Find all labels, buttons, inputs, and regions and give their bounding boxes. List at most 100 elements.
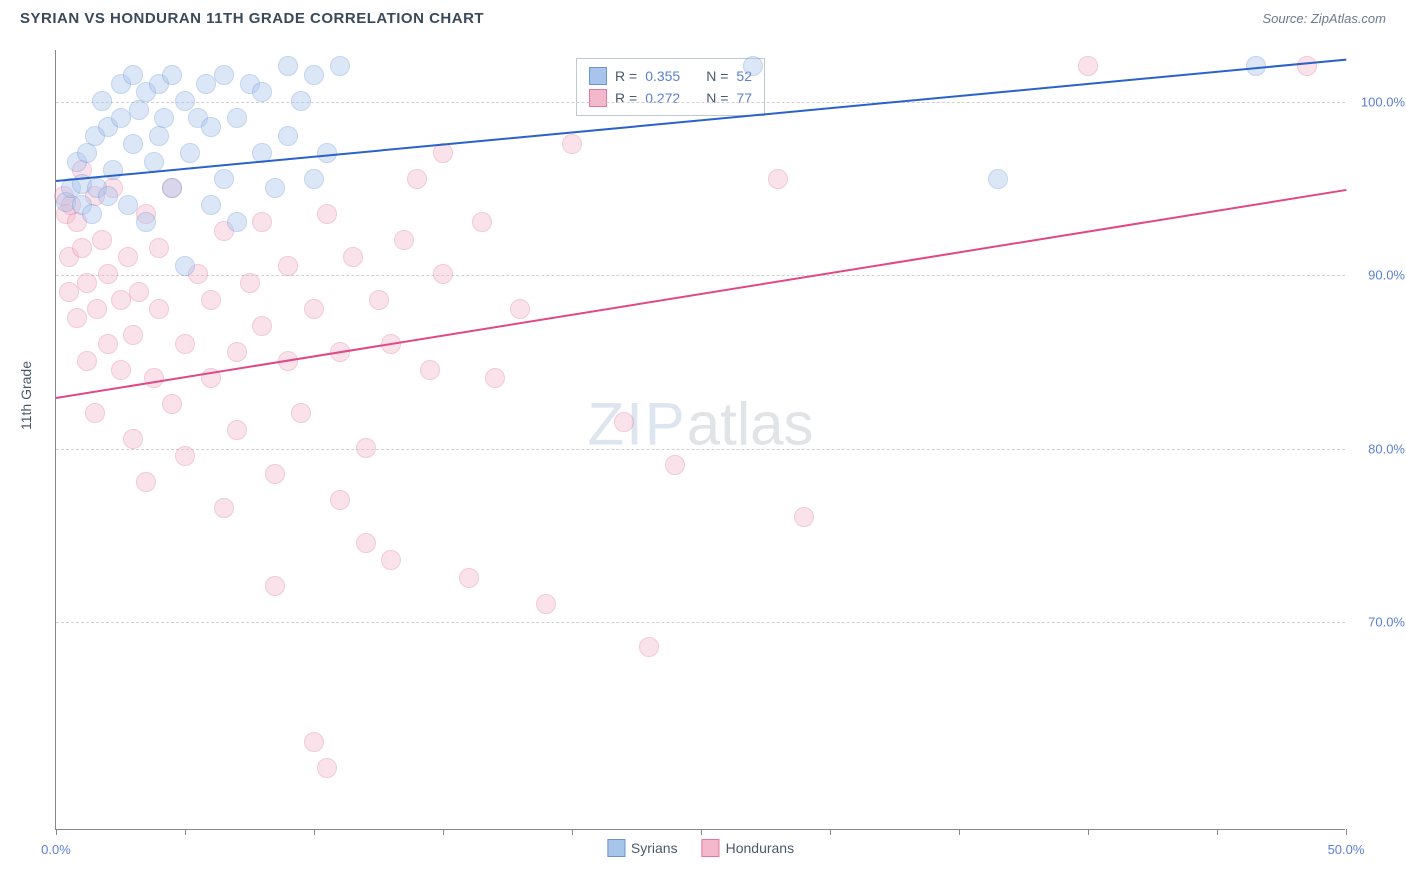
data-point <box>330 490 350 510</box>
data-point <box>278 56 298 76</box>
chart-source: Source: ZipAtlas.com <box>1262 11 1386 26</box>
data-point <box>118 195 138 215</box>
legend-label: Hondurans <box>726 840 795 856</box>
x-tick <box>443 829 444 835</box>
data-point <box>665 455 685 475</box>
data-point <box>129 100 149 120</box>
x-tick-label: 50.0% <box>1328 842 1365 857</box>
chart-title: SYRIAN VS HONDURAN 11TH GRADE CORRELATIO… <box>20 10 484 27</box>
data-point <box>103 160 123 180</box>
data-point <box>472 212 492 232</box>
data-point <box>317 204 337 224</box>
data-point <box>1078 56 1098 76</box>
data-point <box>394 230 414 250</box>
data-point <box>214 498 234 518</box>
data-point <box>420 360 440 380</box>
data-point <box>162 65 182 85</box>
data-point <box>77 143 97 163</box>
legend-n-label: N = <box>706 68 728 84</box>
data-point <box>98 186 118 206</box>
data-point <box>278 126 298 146</box>
data-point <box>175 334 195 354</box>
legend-item: Syrians <box>607 839 678 857</box>
legend-r-value: 0.272 <box>645 90 680 106</box>
x-tick <box>1346 829 1347 835</box>
data-point <box>175 446 195 466</box>
data-point <box>265 464 285 484</box>
legend-item: Hondurans <box>702 839 795 857</box>
correlation-legend: R =0.355N =52R =0.272N =77 <box>576 58 765 116</box>
data-point <box>123 325 143 345</box>
data-point <box>98 264 118 284</box>
data-point <box>111 290 131 310</box>
data-point <box>111 360 131 380</box>
data-point <box>265 178 285 198</box>
data-point <box>614 412 634 432</box>
legend-r-label: R = <box>615 68 637 84</box>
data-point <box>304 732 324 752</box>
data-point <box>252 212 272 232</box>
data-point <box>343 247 363 267</box>
data-point <box>123 65 143 85</box>
legend-swatch <box>589 89 607 107</box>
data-point <box>330 56 350 76</box>
data-point <box>252 82 272 102</box>
legend-swatch <box>702 839 720 857</box>
data-point <box>291 403 311 423</box>
data-point <box>227 108 247 128</box>
legend-n-label: N = <box>706 90 728 106</box>
data-point <box>278 256 298 276</box>
data-point <box>227 342 247 362</box>
data-point <box>304 169 324 189</box>
data-point <box>304 65 324 85</box>
legend-label: Syrians <box>631 840 678 856</box>
data-point <box>92 91 112 111</box>
x-tick <box>1088 829 1089 835</box>
legend-swatch <box>589 67 607 85</box>
y-tick-label: 70.0% <box>1368 615 1405 630</box>
data-point <box>77 351 97 371</box>
data-point <box>162 178 182 198</box>
data-point <box>214 169 234 189</box>
data-point <box>356 438 376 458</box>
data-point <box>149 299 169 319</box>
series-legend: Syrians Hondurans <box>607 839 794 857</box>
legend-r-value: 0.355 <box>645 68 680 84</box>
y-tick-label: 100.0% <box>1361 95 1405 110</box>
data-point <box>240 273 260 293</box>
data-point <box>562 134 582 154</box>
data-point <box>201 195 221 215</box>
x-tick <box>314 829 315 835</box>
x-tick <box>830 829 831 835</box>
gridline <box>56 449 1345 450</box>
scatter-chart: ZIPatlas R =0.355N =52R =0.272N =77 Syri… <box>55 50 1345 830</box>
legend-swatch <box>607 839 625 857</box>
data-point <box>794 507 814 527</box>
trend-line <box>56 189 1346 399</box>
data-point <box>1297 56 1317 76</box>
data-point <box>144 368 164 388</box>
data-point <box>129 282 149 302</box>
legend-row: R =0.355N =52 <box>589 65 752 87</box>
legend-row: R =0.272N =77 <box>589 87 752 109</box>
data-point <box>149 238 169 258</box>
data-point <box>111 108 131 128</box>
data-point <box>85 403 105 423</box>
y-tick-label: 90.0% <box>1368 268 1405 283</box>
data-point <box>67 308 87 328</box>
data-point <box>149 126 169 146</box>
data-point <box>196 74 216 94</box>
data-point <box>407 169 427 189</box>
gridline <box>56 622 1345 623</box>
data-point <box>175 91 195 111</box>
data-point <box>118 247 138 267</box>
data-point <box>639 637 659 657</box>
data-point <box>356 533 376 553</box>
data-point <box>175 256 195 276</box>
data-point <box>123 134 143 154</box>
data-point <box>265 576 285 596</box>
data-point <box>988 169 1008 189</box>
data-point <box>381 550 401 570</box>
legend-r-label: R = <box>615 90 637 106</box>
x-tick <box>185 829 186 835</box>
